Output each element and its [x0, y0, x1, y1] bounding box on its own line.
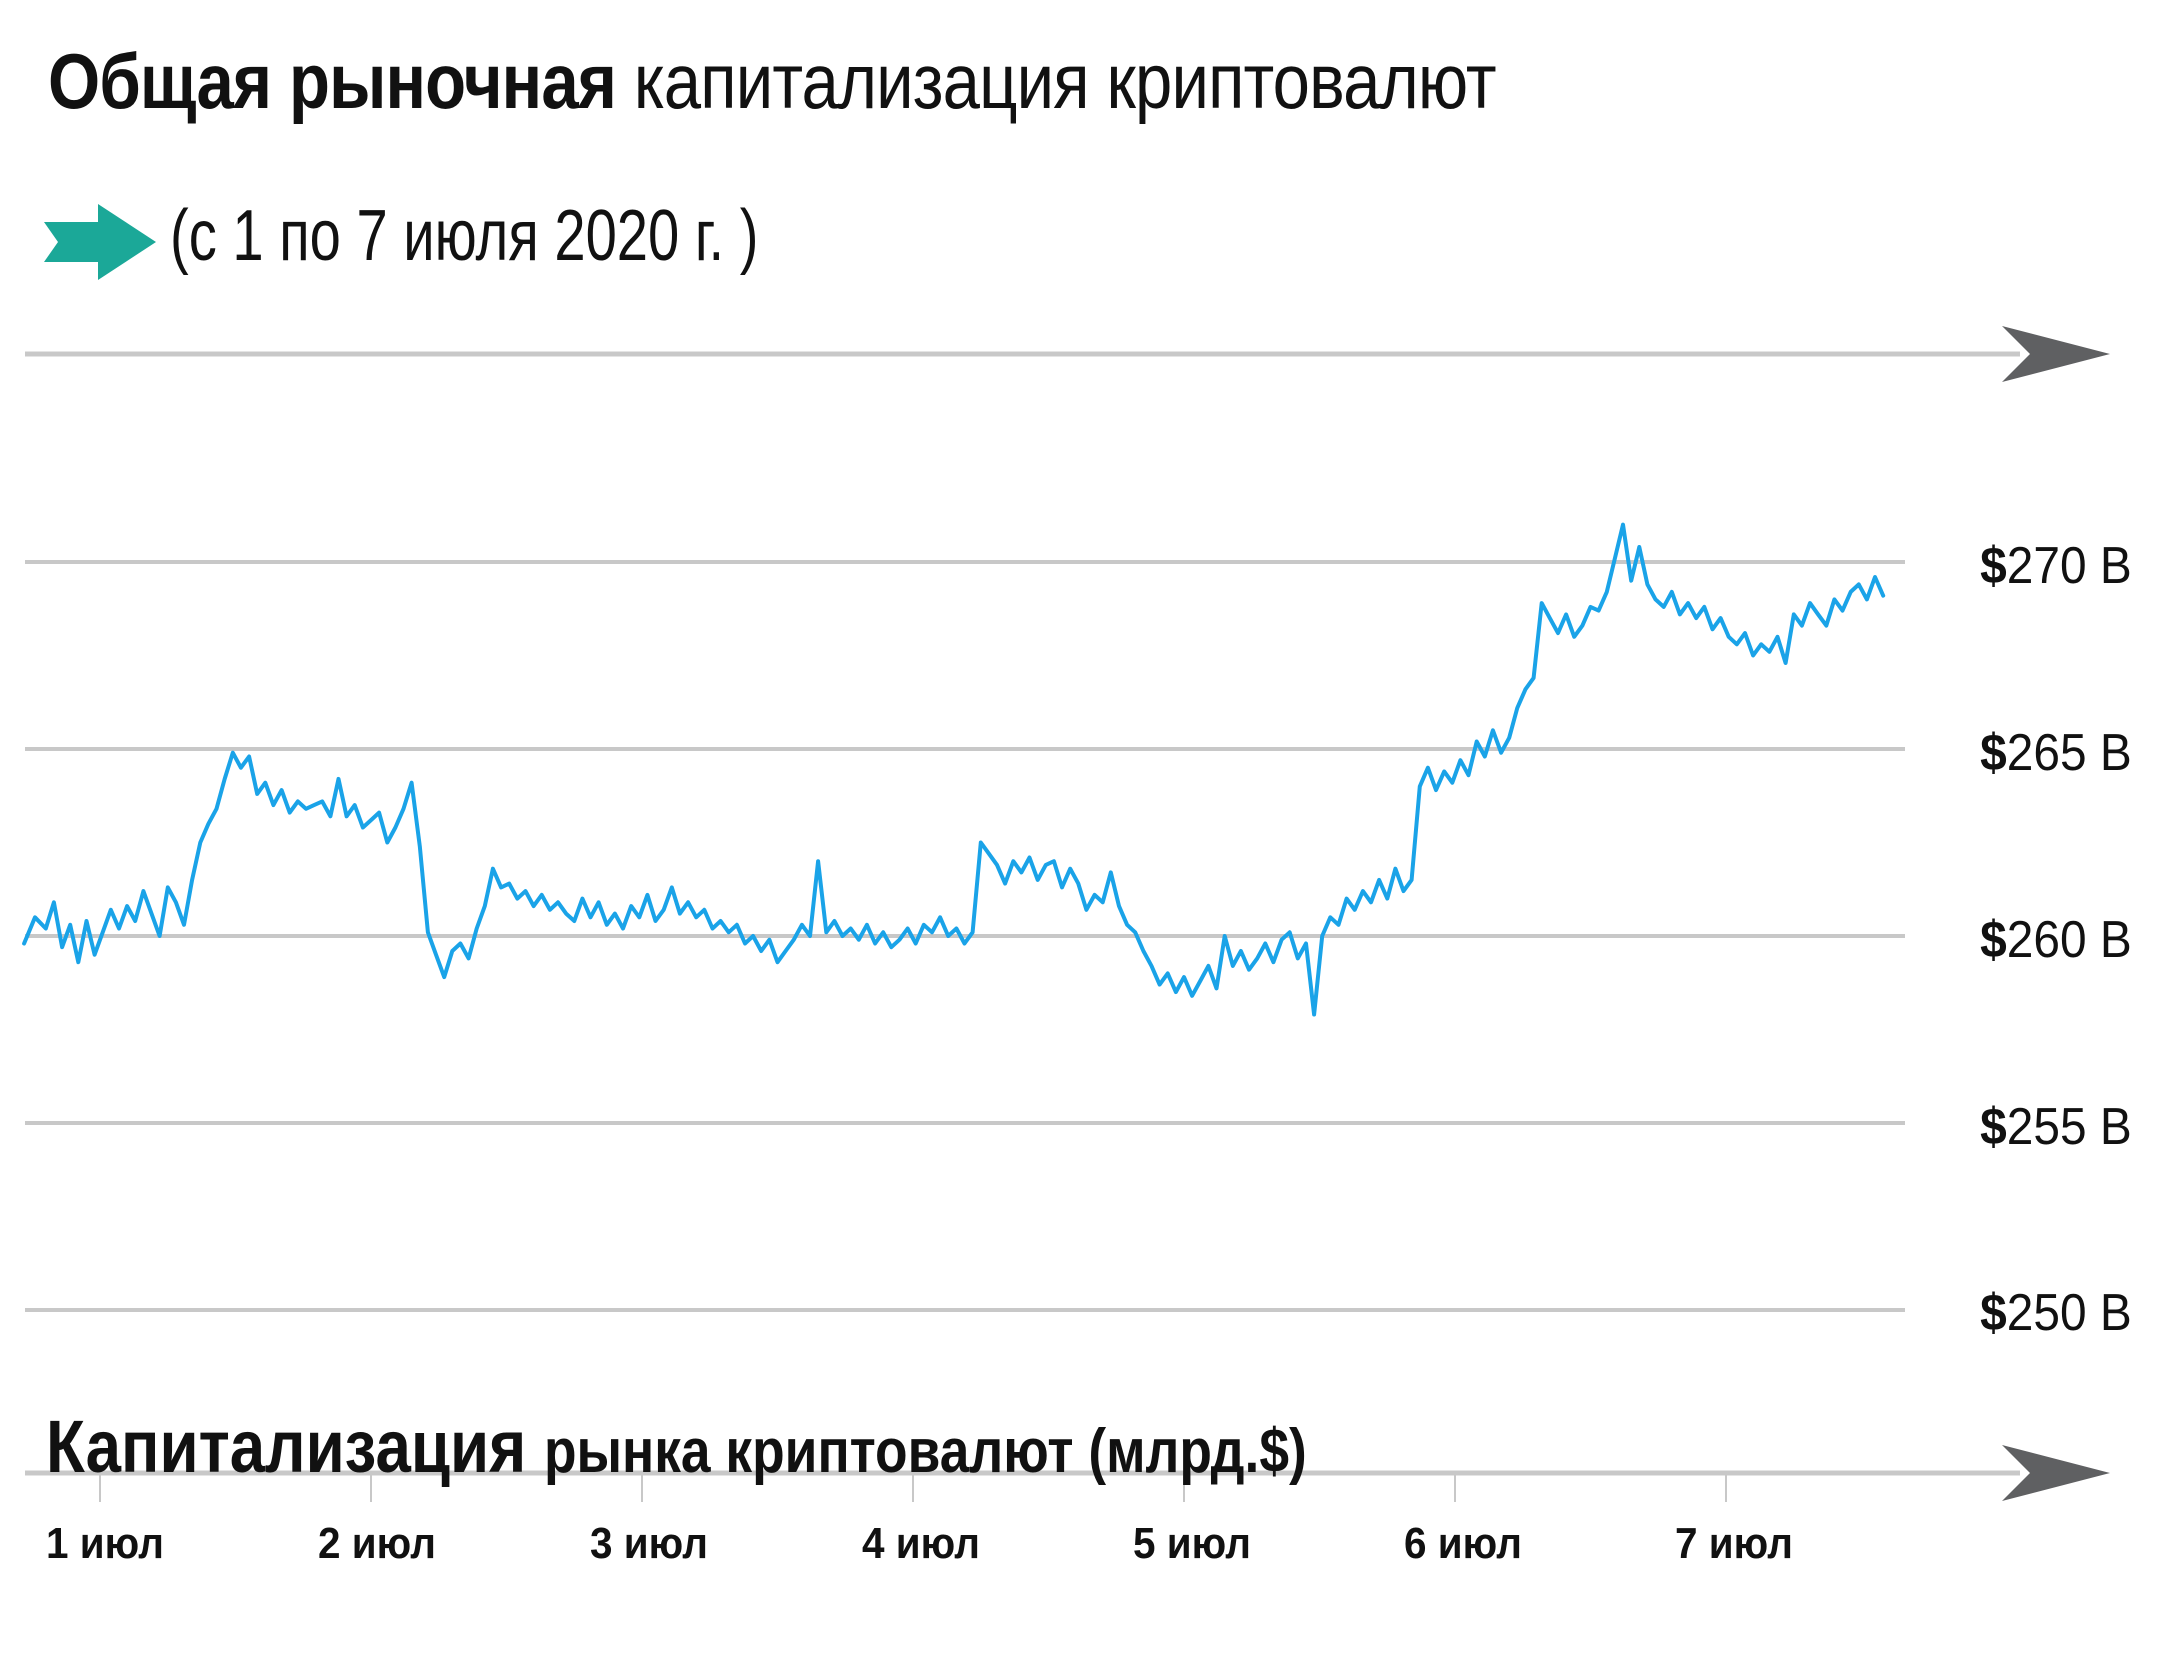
- y-label-255: $255 B: [1980, 1098, 2132, 1156]
- chart-title: Общая рыночная капитализация криптовалют: [48, 42, 1497, 120]
- x-axis-arrow-icon: [2002, 1445, 2110, 1501]
- y-label-265: $265 B: [1980, 724, 2132, 782]
- x-axis-title-bold: Капитализация: [46, 1405, 527, 1488]
- y-label-270: $270 B: [1980, 537, 2132, 595]
- top-axis-arrow-icon: [2002, 326, 2110, 382]
- market-cap-line: [22, 522, 1886, 1017]
- arrow-right-icon: [44, 204, 156, 280]
- gridlines: [25, 560, 1905, 1312]
- x-axis-title: Капитализация рынка криптовалют (млрд.$): [46, 1410, 1307, 1484]
- x-axis-title-rest: рынка криптовалют (млрд.$): [543, 1417, 1307, 1486]
- x-label-jul5: 5 июл: [1133, 1519, 1251, 1568]
- x-axis-ticks: [99, 1473, 1727, 1502]
- x-label-jul4: 4 июл: [862, 1519, 980, 1568]
- chart-subtitle: (с 1 по 7 июля 2020 г. ): [170, 196, 759, 276]
- y-label-250: $250 B: [1980, 1284, 2132, 1342]
- y-label-260: $260 B: [1980, 911, 2132, 969]
- x-label-jul7: 7 июл: [1675, 1519, 1793, 1568]
- x-label-jul6: 6 июл: [1404, 1519, 1522, 1568]
- x-label-jul3: 3 июл: [590, 1519, 708, 1568]
- chart-title-bold: Общая рыночная: [48, 37, 617, 125]
- x-label-jul1: 1 июл: [46, 1519, 164, 1568]
- x-label-jul2: 2 июл: [318, 1519, 436, 1568]
- chart-title-light: капитализация криптовалют: [633, 37, 1497, 125]
